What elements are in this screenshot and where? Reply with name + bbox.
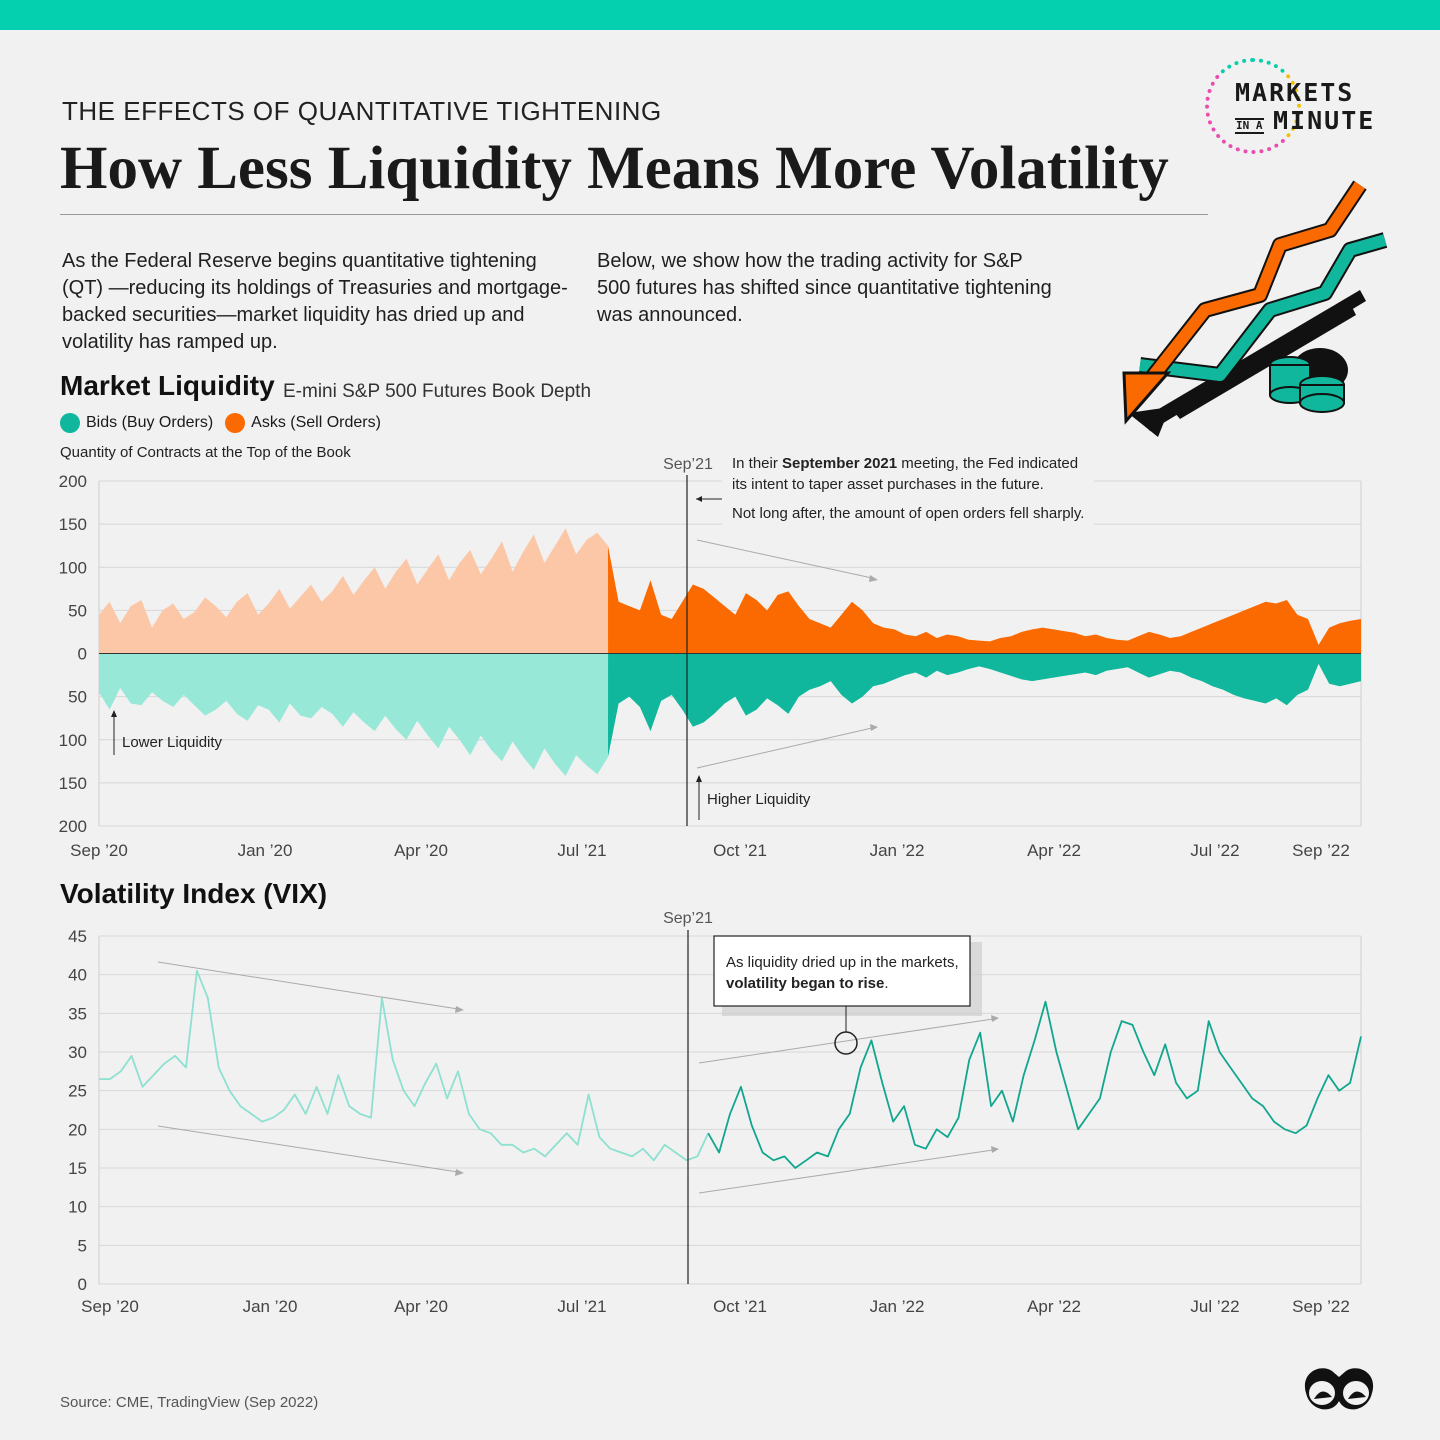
legend-bids-label: Bids (Buy Orders) [86,414,214,431]
liquidity-areas [99,528,1361,776]
vix-x-ticks: Sep ’20 Jan ’20 Apr ’20 Jul ’21 Oct ’21 Jan ’… [81,1297,1350,1316]
title-divider [60,214,1208,215]
liquidity-x-tick: Apr ’22 [1027,841,1081,860]
liquidity-x-tick: Apr ’20 [394,841,448,860]
vix-sep21-label: Sep’21 [663,910,713,927]
liquidity-x-tick: Jul ’22 [1190,841,1239,860]
liquidity-x-tick: Jan ’20 [238,841,293,860]
vix-x-tick: Sep ’20 [81,1297,139,1316]
liquidity-sep21-label: Sep’21 [663,456,713,473]
vix-x-tick: Jan ’22 [870,1297,925,1316]
liquidity-subtitle: E-mini S&P 500 Futures Book Depth [283,381,592,402]
vix-x-tick: Jul ’22 [1190,1297,1239,1316]
vix-y-tick: 30 [68,1043,87,1062]
bids-area-after [608,653,1361,757]
liquidity-y-tick: 200 [59,817,87,836]
vix-x-tick: Apr ’20 [394,1297,448,1316]
legend-asks-label: Asks (Sell Orders) [251,414,381,431]
brand-logo: MARKETS IN A MINUTE [1205,58,1390,158]
vix-y-tick: 15 [68,1159,87,1178]
liquidity-chart: 200 150 100 50 0 50 100 150 200 Sep ’20 Jan ’20 Ap… [59,445,1362,860]
liquidity-y-tick: 150 [59,774,87,793]
kicker: THE EFFECTS OF QUANTITATIVE TIGHTENING [62,96,662,126]
vix-chart: 45 40 35 30 25 20 15 10 5 0 Sep ’20 Jan ’20 Apr ’20… [68,910,1362,1316]
liquidity-y-tick: 0 [78,645,87,664]
vix-line-after [707,1000,1362,1169]
black-arrow-icon [1128,290,1366,437]
bids-area-before [99,653,609,776]
vix-x-tick: Sep ’22 [1292,1297,1350,1316]
vix-lines [99,969,1362,1169]
vix-grid [98,935,1362,1285]
liquidity-y-tick: 150 [59,515,87,534]
vix-title: Volatility Index (VIX) [60,878,328,909]
vix-y-tick: 5 [78,1236,87,1255]
asks-area-after [608,545,1361,654]
vix-y-tick: 20 [68,1120,87,1139]
vix-y-tick: 10 [68,1198,87,1217]
coins-icon [1269,348,1348,413]
source-note: Source: CME, TradingView (Sep 2022) [60,1394,319,1411]
liquidity-note-line2: its intent to taper asset purchases in t… [732,476,1044,493]
liquidity-x-ticks: Sep ’20 Jan ’20 Apr ’20 Jul ’21 Oct ’21 Jan ’… [70,841,1350,860]
vix-y-ticks: 45 40 35 30 25 20 15 10 5 0 [68,927,87,1294]
liquidity-x-tick: Sep ’22 [1292,841,1350,860]
liquidity-y-tick: 50 [68,688,87,707]
vix-y-tick: 40 [68,966,87,985]
liquidity-legend: Bids (Buy Orders) Asks (Sell Orders) [60,411,393,435]
logo-ring-icon [1205,58,1301,154]
legend-asks-swatch [225,413,246,433]
liquidity-annotations: Sep’21 In their September 2021 meeting, … [111,445,1094,826]
vix-highlight-circle [834,1031,858,1055]
liquidity-note-line1: In their September 2021 meeting, the Fed… [732,455,1078,472]
intro-left: As the Federal Reserve begins quantitati… [62,250,568,353]
lower-liquidity-label: Lower Liquidity [122,734,223,751]
teal-zigzag-icon [1139,232,1388,383]
intro-right: Below, we show how the trading activity … [597,250,1052,326]
vix-x-tick: Jan ’20 [243,1297,298,1316]
liquidity-y-tick: 100 [59,731,87,750]
vix-note-line1: As liquidity dried up in the markets, [726,954,959,971]
vix-note-line2: volatility began to rise. [726,975,889,992]
liquidity-note-line3: Not long after, the amount of open order… [732,505,1084,522]
logo-line1: MARKETS [1235,78,1355,107]
liquidity-y-tick: 100 [59,558,87,577]
vix-x-tick: Jul ’21 [557,1297,606,1316]
vix-y-tick: 0 [78,1275,87,1294]
liquidity-x-tick: Jul ’21 [557,841,606,860]
liquidity-y-ticks: 200 150 100 50 0 50 100 150 200 [59,472,87,836]
vix-x-tick: Apr ’22 [1027,1297,1081,1316]
liquidity-x-tick: Jan ’22 [870,841,925,860]
top-accent-bar [0,0,1440,30]
logo-small: IN A [1235,118,1264,134]
liquidity-x-tick: Sep ’20 [70,841,128,860]
asks-area-before [99,528,609,654]
orange-zigzag-icon [1122,180,1367,425]
vix-y-tick: 25 [68,1082,87,1101]
vix-y-tick: 45 [68,927,87,946]
liquidity-y-tick: 200 [59,472,87,491]
vix-line-before [99,969,710,1162]
liquidity-x-tick: Oct ’21 [713,841,767,860]
liquidity-title: Market Liquidity [60,370,275,401]
logo-line2: MINUTE [1273,106,1376,135]
vix-y-tick: 35 [68,1004,87,1023]
liquidity-y-tick: 50 [68,601,87,620]
visual-capitalist-binoculars-icon [1304,1368,1374,1410]
higher-liquidity-label: Higher Liquidity [707,791,811,808]
market-arrows-illustration [1122,180,1388,437]
page-title: How Less Liquidity Means More Volatility [60,135,1169,202]
legend-bids-swatch [60,413,80,433]
liquidity-y-caption: Quantity of Contracts at the Top of the … [60,444,351,461]
vix-x-tick: Oct ’21 [713,1297,767,1316]
vix-annotations: Sep’21 As liquidity dried up in the mark… [157,910,999,1284]
